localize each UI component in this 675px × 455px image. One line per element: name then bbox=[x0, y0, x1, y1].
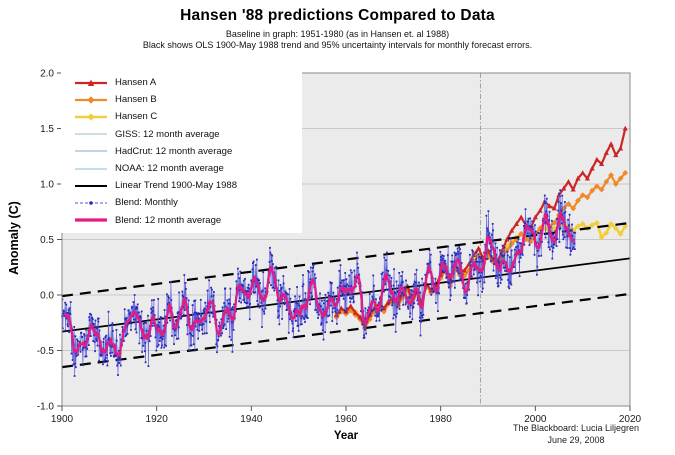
x-tick-1900: 1900 bbox=[51, 414, 74, 425]
chart-subtitle-trend: Black shows OLS 1900-May 1988 trend and … bbox=[142, 40, 533, 50]
legend-label-hadcrut-12mo: HadCrut: 12 month average bbox=[115, 145, 233, 157]
hadcrut-12mo-swatch bbox=[75, 150, 107, 153]
legend-item-hadcrut-12mo: HadCrut: 12 month average bbox=[74, 143, 302, 160]
legend-item-giss-12mo: GISS: 12 month average bbox=[74, 126, 302, 143]
y-tick-0.5: 0.5 bbox=[40, 235, 54, 246]
chart-subtitle-baseline: Baseline in graph: 1951-1980 (as in Hans… bbox=[225, 29, 450, 39]
legend-item-hansen-a: Hansen A bbox=[74, 74, 302, 91]
legend-item-hansen-c: Hansen C bbox=[74, 108, 302, 125]
x-tick-1940: 1940 bbox=[240, 414, 263, 425]
legend-label-blend-12mo: Blend: 12 month average bbox=[115, 214, 222, 226]
credit-line: The Blackboard: Lucia Liljegren bbox=[512, 423, 640, 433]
y-tick-2: 2.0 bbox=[40, 69, 54, 80]
blend-12mo-swatch bbox=[75, 218, 107, 222]
x-tick-2000: 2000 bbox=[524, 414, 547, 425]
hansen-b-swatch bbox=[75, 95, 107, 104]
legend-label-hansen-c: Hansen C bbox=[115, 111, 158, 123]
y-tick-1.5: 1.5 bbox=[40, 124, 54, 135]
x-tick-2020: 2020 bbox=[619, 414, 642, 425]
legend: Hansen A Hansen B Hansen C GISS: 12 month a… bbox=[61, 69, 302, 233]
x-axis-label: Year bbox=[333, 430, 359, 442]
giss-12mo-swatch bbox=[75, 133, 107, 135]
legend-label-hansen-b: Hansen B bbox=[115, 94, 157, 106]
legend-label-blend-monthly: Blend: Monthly bbox=[115, 197, 178, 209]
linear-trend-swatch bbox=[75, 184, 107, 187]
legend-label-noaa-12mo: NOAA: 12 month average bbox=[115, 163, 224, 175]
hansen-a-swatch bbox=[75, 79, 107, 86]
series-blend-12mo bbox=[63, 210, 575, 357]
y-axis-label: Anomaly (C) bbox=[7, 201, 21, 275]
y-tick-1: 1.0 bbox=[40, 180, 54, 191]
legend-label-hansen-a: Hansen A bbox=[115, 77, 157, 89]
legend-item-linear-trend: Linear Trend 1900-May 1988 bbox=[74, 177, 302, 194]
y-tick--0.5: -0.5 bbox=[37, 346, 55, 357]
y-tick--1: -1.0 bbox=[37, 402, 55, 413]
legend-label-giss-12mo: GISS: 12 month average bbox=[115, 128, 220, 140]
hansen-c-swatch bbox=[75, 113, 107, 121]
credit-date: June 29, 2008 bbox=[547, 435, 605, 445]
x-tick-1960: 1960 bbox=[335, 414, 358, 425]
axis-ticks: -1.0 -0.5 0.0 0.5 1.0 1.5 2.0 1900 1920 1940 1960 1… bbox=[37, 69, 642, 426]
y-tick-0: 0.0 bbox=[40, 291, 54, 302]
blend-monthly-swatch bbox=[75, 201, 107, 205]
x-tick-1920: 1920 bbox=[146, 414, 169, 425]
legend-label-linear-trend: Linear Trend 1900-May 1988 bbox=[115, 180, 237, 192]
legend-item-noaa-12mo: NOAA: 12 month average bbox=[74, 160, 302, 177]
legend-item-blend-12mo: Blend: 12 month average bbox=[74, 212, 302, 229]
noaa-12mo-swatch bbox=[75, 167, 107, 170]
legend-item-hansen-b: Hansen B bbox=[74, 91, 302, 108]
chart-title: Hansen '88 predictions Compared to Data bbox=[180, 7, 495, 24]
legend-item-blend-monthly: Blend: Monthly bbox=[74, 194, 302, 211]
x-tick-1980: 1980 bbox=[430, 414, 453, 425]
